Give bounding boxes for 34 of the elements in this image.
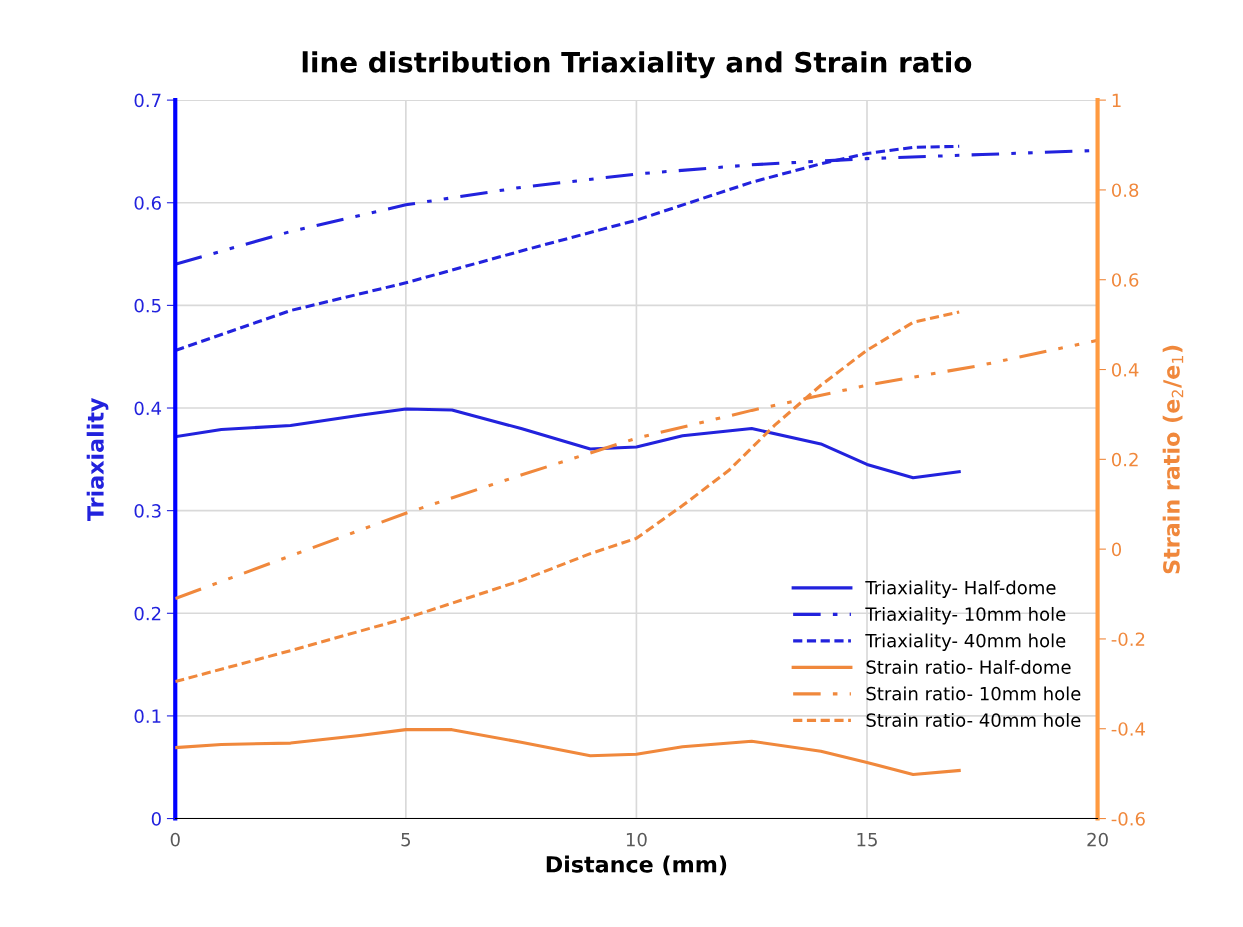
legend-label: Strain ratio- Half-dome — [866, 659, 1071, 674]
legend-label: Triaxiality- Half-dome — [865, 580, 1056, 598]
chart-title: line distribution Triaxiality and Strain ratio — [302, 51, 972, 79]
y-axis-title: Triaxiality — [86, 397, 109, 522]
y-tick-label: 0.1 — [134, 709, 161, 724]
y2-tick-label: -0.2 — [1111, 632, 1145, 647]
x-axis-title: Distance (mm) — [546, 855, 727, 876]
legend-label: Triaxiality- 40mm hole — [865, 633, 1066, 651]
x-tick-label: 20 — [1087, 832, 1108, 847]
y2-tick-label: 0 — [1111, 542, 1122, 557]
y-tick-label: 0.5 — [134, 298, 161, 313]
y2-tick-label: -0.6 — [1111, 812, 1145, 826]
line-series — [175, 728, 961, 777]
y-tick-label: 0 — [151, 812, 161, 826]
x-tick-label: 5 — [401, 832, 411, 847]
y-tick-label: 0.4 — [134, 401, 162, 416]
y-tick-label: 0.3 — [134, 504, 161, 518]
y2-tick-label: 0.8 — [1111, 183, 1139, 198]
line-series — [175, 407, 961, 480]
y-tick-label: 0.2 — [134, 606, 161, 621]
y2-tick-label: 0.4 — [1111, 362, 1139, 377]
y2-tick-label: 0.2 — [1111, 452, 1138, 467]
legend-label: Strain ratio- 10mm hole — [866, 686, 1081, 701]
x-tick-label: 15 — [857, 832, 877, 847]
y2-tick-label: -0.4 — [1111, 722, 1145, 736]
x-tick-label: 10 — [626, 832, 647, 847]
x-tick-label: 0 — [170, 832, 180, 847]
legend-label: Strain ratio- 40mm hole — [866, 712, 1081, 727]
y-tick-label: 0.7 — [134, 93, 161, 108]
y-tick-label: 0.6 — [134, 196, 161, 210]
legend-label: Triaxiality- 10mm hole — [865, 606, 1066, 625]
y2-tick-label: 1 — [1112, 93, 1121, 107]
y2-tick-label: 0.6 — [1111, 273, 1139, 287]
y2-axis-title: Strain ratio (e$_{2}$/e$_{1}$) — [1162, 345, 1184, 574]
